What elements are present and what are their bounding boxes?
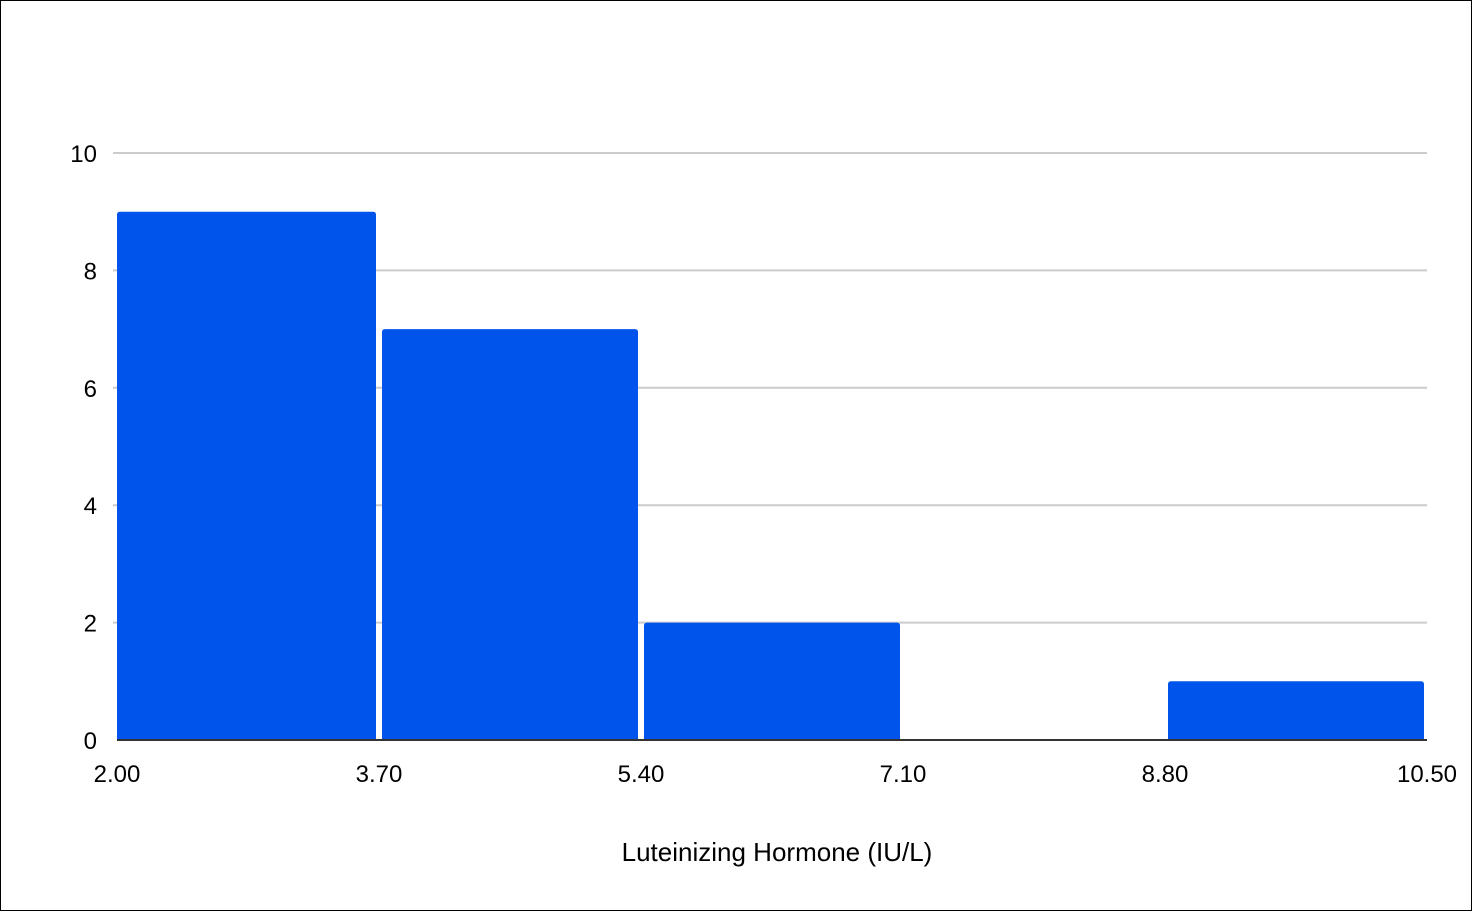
x-tick-label: 7.10: [880, 761, 927, 788]
y-tick-label: 4: [84, 493, 97, 520]
y-axis-ticks: 0 2 4 6 8 10: [70, 141, 97, 755]
x-axis-ticks: 2.00 3.70 5.40 7.10 8.80 10.50: [94, 761, 1457, 788]
histogram-bar: [1168, 681, 1424, 740]
x-tick-label: 8.80: [1142, 761, 1189, 788]
x-tick-label: 3.70: [356, 761, 403, 788]
y-tick-label: 0: [84, 728, 97, 755]
y-tick-label: 10: [70, 141, 97, 168]
histogram-bar: [644, 622, 900, 740]
histogram-bar: [117, 211, 376, 740]
x-tick-label: 2.00: [94, 761, 141, 788]
y-tick-label: 2: [84, 611, 97, 638]
x-axis-title: Luteinizing Hormone (IU/L): [622, 837, 933, 867]
bars: [117, 211, 1424, 740]
x-tick-label: 10.50: [1397, 761, 1457, 788]
y-tick-label: 6: [84, 376, 97, 403]
x-tick-label: 5.40: [618, 761, 665, 788]
histogram-bar: [382, 329, 638, 740]
y-tick-label: 8: [84, 258, 97, 285]
